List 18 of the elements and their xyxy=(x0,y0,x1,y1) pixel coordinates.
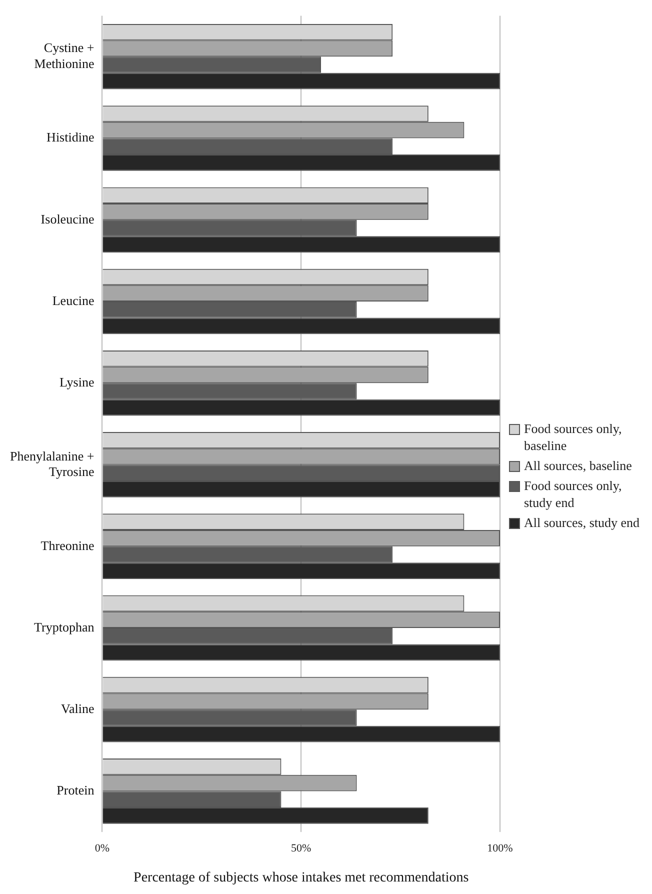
y-tick-label: Tryptophan xyxy=(34,619,95,634)
y-tick-label: Valine xyxy=(61,700,94,716)
x-tick-label: 0% xyxy=(94,842,110,854)
legend-label: Food sources only, baseline xyxy=(524,420,623,454)
legend-label: Food sources only, study end xyxy=(524,477,623,511)
y-tick-label: Threonine xyxy=(40,538,94,553)
y-tick-label: Leucine xyxy=(52,292,94,308)
x-tick-label: 100% xyxy=(487,842,513,854)
x-axis-title: Percentage of subjects whose intakes met recommendations xyxy=(134,870,469,886)
y-tick-label: Phenylalanine + Tyrosine xyxy=(10,448,94,479)
y-tick-label: Protein xyxy=(56,782,95,798)
legend-label: All sources, baseline xyxy=(524,457,632,474)
y-tick-label: Lysine xyxy=(60,374,94,390)
y-tick-label: Histidine xyxy=(46,130,94,145)
legend-label: All sources, study end xyxy=(524,514,640,531)
y-tick-label: Cystine + Methionine xyxy=(34,40,94,71)
y-tick-label: Isoleucine xyxy=(40,211,94,226)
x-tick-label: 50% xyxy=(291,842,312,854)
